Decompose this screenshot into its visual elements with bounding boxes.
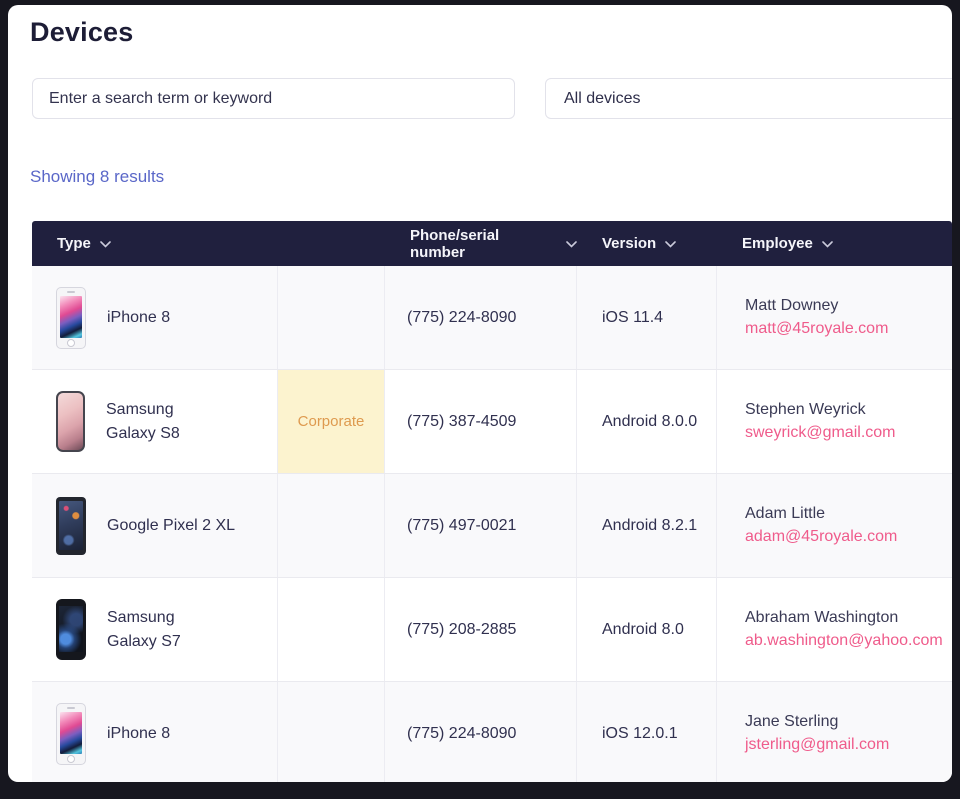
table-row: iPhone 8 (775) 224-8090 iOS 12.0.1 Jane … <box>32 682 952 782</box>
employee-name: Adam Little <box>745 505 826 522</box>
employee-name: Matt Downey <box>745 297 839 314</box>
device-name: Samsung Galaxy S7 <box>107 609 181 650</box>
column-header-type[interactable]: Type <box>32 235 278 252</box>
column-header-version[interactable]: Version <box>577 235 717 252</box>
phone-number: (775) 387-4509 <box>385 370 577 473</box>
employee-name: Jane Sterling <box>745 713 839 730</box>
column-header-version-label: Version <box>602 235 657 252</box>
column-header-phone[interactable]: Phone/serial number <box>385 227 577 261</box>
corporate-tag-cell: Corporate <box>278 370 385 473</box>
table-header-row: Type Phone/serial number Version <box>32 221 952 266</box>
device-name: Samsung Galaxy S8 <box>106 401 180 442</box>
table-row: Google Pixel 2 XL (775) 497-0021 Android… <box>32 474 952 578</box>
employee-email-link[interactable]: sweyrick@gmail.com <box>745 424 896 441</box>
device-filter-select[interactable]: All devices <box>545 78 952 119</box>
table-row: iPhone 8 (775) 224-8090 iOS 11.4 Matt Do… <box>32 266 952 370</box>
device-thumbnail-iphone-8 <box>56 702 86 765</box>
device-name: iPhone 8 <box>107 724 171 742</box>
device-name: Google Pixel 2 XL <box>107 516 236 534</box>
page-title: Devices <box>30 17 134 47</box>
os-version: Android 8.2.1 <box>577 474 717 577</box>
device-thumbnail-samsung-galaxy-s7 <box>56 599 86 660</box>
column-header-type-label: Type <box>57 235 91 252</box>
results-count: Showing 8 results <box>30 167 165 186</box>
phone-number: (775) 208-2885 <box>385 578 577 681</box>
device-name: iPhone 8 <box>107 308 171 326</box>
chevron-down-icon <box>665 241 677 248</box>
devices-table: Type Phone/serial number Version <box>32 221 952 782</box>
tag-cell <box>278 682 385 782</box>
devices-panel: Devices All devices Showing 8 results Ty… <box>8 5 952 782</box>
device-thumbnail-google-pixel-2-xl <box>56 496 86 555</box>
employee-email-link[interactable]: ab.washington@yahoo.com <box>745 632 943 649</box>
phone-number: (775) 224-8090 <box>385 266 577 369</box>
phone-number: (775) 224-8090 <box>385 682 577 782</box>
tag-cell <box>278 474 385 577</box>
employee-email-link[interactable]: matt@45royale.com <box>745 320 889 337</box>
os-version: Android 8.0 <box>577 578 717 681</box>
table-row: Samsung Galaxy S7 (775) 208-2885 Android… <box>32 578 952 682</box>
os-version: iOS 11.4 <box>577 266 717 369</box>
os-version: Android 8.0.0 <box>577 370 717 473</box>
chevron-down-icon <box>822 241 833 248</box>
search-input[interactable] <box>32 78 515 119</box>
employee-name: Abraham Washington <box>745 609 899 626</box>
phone-number: (775) 497-0021 <box>385 474 577 577</box>
tag-cell <box>278 578 385 681</box>
table-row: Samsung Galaxy S8 Corporate (775) 387-45… <box>32 370 952 474</box>
device-filter-value: All devices <box>564 89 641 107</box>
employee-email-link[interactable]: jsterling@gmail.com <box>745 736 890 753</box>
employee-name: Stephen Weyrick <box>745 401 866 418</box>
chevron-down-icon <box>566 241 577 248</box>
chevron-down-icon <box>100 241 111 248</box>
tag-cell <box>278 266 385 369</box>
device-thumbnail-iphone-8 <box>56 286 86 349</box>
employee-email-link[interactable]: adam@45royale.com <box>745 528 898 545</box>
column-header-phone-label: Phone/serial number <box>410 226 500 261</box>
device-thumbnail-samsung-galaxy-s8 <box>56 391 85 452</box>
os-version: iOS 12.0.1 <box>577 682 717 782</box>
column-header-employee-label: Employee <box>742 235 813 252</box>
column-header-employee[interactable]: Employee <box>717 235 952 252</box>
filter-bar: All devices <box>32 78 952 119</box>
corporate-tag-label: Corporate <box>297 413 365 430</box>
